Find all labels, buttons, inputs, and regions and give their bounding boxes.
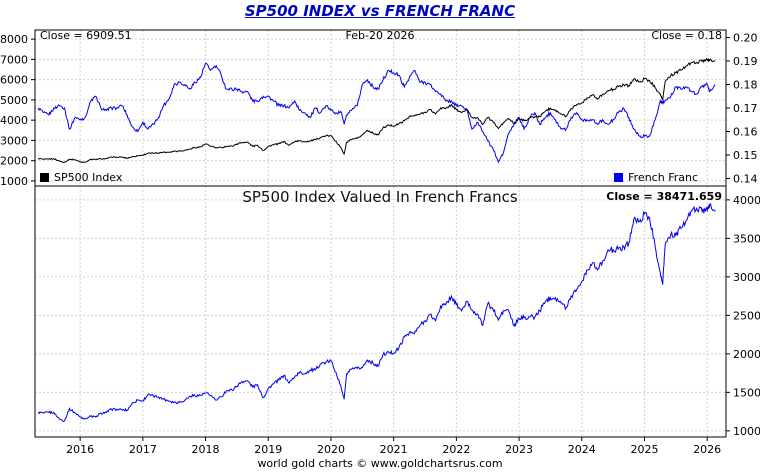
legend-sp500-label: SP500 Index <box>54 171 123 184</box>
left-axis-tick-label: 4000 <box>0 114 28 127</box>
x-axis-tick-label: 2023 <box>505 443 533 456</box>
bottom-panel-title: SP500 Index Valued In French Francs <box>242 188 518 206</box>
left-axis-tick-label: 3000 <box>0 134 28 147</box>
right-axis-tick-label: 0.15 <box>733 149 758 162</box>
right-axis-tick-label: 0.19 <box>733 55 758 68</box>
right-axis-tick-label: 10000 <box>733 425 760 438</box>
left-axis-tick-label: 8000 <box>0 33 28 46</box>
left-axis-tick-label: 6000 <box>0 74 28 87</box>
top-close-right-label: Close = 0.18 <box>651 29 722 42</box>
x-axis-tick-label: 2017 <box>129 443 157 456</box>
right-axis-tick-label: 0.18 <box>733 79 758 92</box>
legend-franc-swatch <box>614 173 624 182</box>
bottom-close-label: Close = 38471.659 <box>606 190 722 203</box>
chart-canvas: 1000 2000 3000 4000 5000 6000 7000 8000 0.14 0.15… <box>0 29 760 456</box>
left-axis-tick-label: 1000 <box>0 175 28 188</box>
date-label: Feb-20 2026 <box>345 29 415 42</box>
x-axis-tick-label: 2020 <box>317 443 345 456</box>
left-axis-tick-label: 7000 <box>0 53 28 66</box>
legend-franc-label: French Franc <box>628 171 698 184</box>
chart-title: SP500 INDEX vs FRENCH FRANC <box>244 2 516 20</box>
right-axis-tick-label: 25000 <box>733 309 760 322</box>
x-axis-tick-label: 2022 <box>442 443 470 456</box>
x-axis-tick-label: 2024 <box>568 443 596 456</box>
right-axis-tick-label: 0.20 <box>733 32 758 45</box>
right-axis-tick-label: 0.17 <box>733 102 758 115</box>
right-axis-tick-label: 0.16 <box>733 125 758 138</box>
legend-sp500-swatch <box>40 173 49 182</box>
right-axis-tick-label: 40000 <box>733 194 760 207</box>
sp500-line <box>37 57 716 164</box>
x-axis-tick-label: 2025 <box>630 443 658 456</box>
x-axis-tick-label: 2021 <box>380 443 408 456</box>
right-axis-tick-label: 15000 <box>733 386 760 399</box>
french-franc-line <box>37 62 716 164</box>
right-axis-tick-label: 30000 <box>733 271 760 284</box>
bottom-panel-frame <box>34 185 727 438</box>
x-axis-tick-label: 2018 <box>192 443 220 456</box>
left-axis-tick-label: 5000 <box>0 94 28 107</box>
footer-credit: world gold charts © www.goldchartsrus.co… <box>257 457 503 470</box>
sp500-in-francs-line <box>37 202 716 423</box>
right-axis-tick-label: 0.14 <box>733 172 758 185</box>
right-axis-tick-label: 20000 <box>733 348 760 361</box>
x-axis-tick-label: 2019 <box>254 443 282 456</box>
right-axis-tick-label: 35000 <box>733 232 760 245</box>
x-axis-tick-label: 2026 <box>693 443 721 456</box>
legend-franc: French Franc <box>614 171 698 184</box>
top-close-left-label: Close = 6909.51 <box>40 29 132 42</box>
legend-sp500: SP500 Index <box>40 171 122 184</box>
x-axis-tick-label: 2016 <box>66 443 94 456</box>
left-axis-tick-label: 2000 <box>0 155 28 168</box>
